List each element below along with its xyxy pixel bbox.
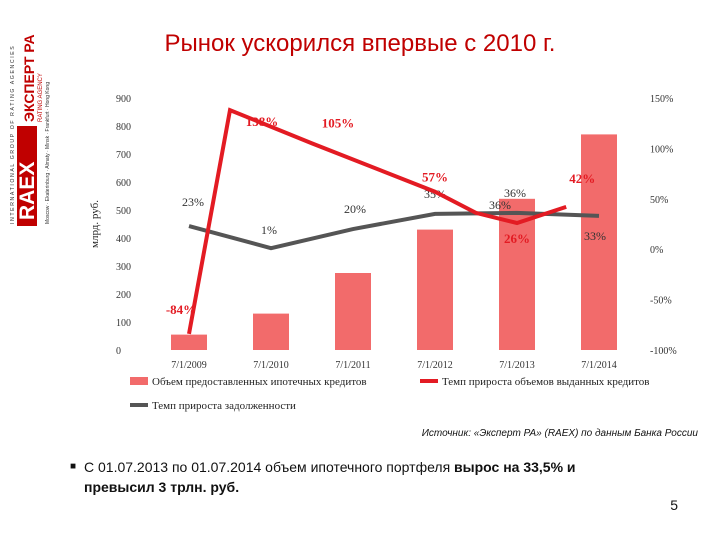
bar	[253, 313, 289, 350]
data-label: 33%	[584, 229, 606, 243]
data-label: 42%	[569, 171, 595, 186]
y-tick-label: 200	[116, 290, 131, 301]
bar	[171, 334, 207, 350]
bar	[335, 273, 371, 350]
y-tick-label: 600	[116, 178, 131, 189]
y-tick-label: 800	[116, 122, 131, 133]
legend-bars-swatch	[130, 377, 148, 385]
y2-tick-label: 150%	[650, 94, 673, 105]
mortgage-chart: 0 100 200 300 400 500 600 700 800 900 -100% -50% 0% 5…	[89, 94, 677, 412]
y-tick-label: 400	[116, 234, 131, 245]
bullet-icon: ■	[70, 461, 77, 472]
svg-text:RAEX: RAEX	[16, 162, 39, 220]
logo-brand: ЭКСПЕРТ РА	[21, 34, 37, 122]
bullet-bold-2: превысил 3 трлн. руб.	[84, 479, 240, 495]
y-tick-label: 100	[116, 318, 131, 329]
series-line-issuance-growth	[187, 107, 567, 335]
y2-tick-label: -100%	[650, 346, 677, 357]
y-tick-label: 300	[116, 262, 131, 273]
bar	[581, 134, 617, 350]
y-tick-label: 900	[116, 94, 131, 105]
x-tick-label: 7/1/2009	[171, 360, 207, 371]
y-axis-label: млрд. руб.	[89, 200, 101, 248]
y2-tick-label: -50%	[650, 296, 672, 307]
x-tick-label: 7/1/2010	[253, 360, 289, 371]
page-number: 5	[670, 497, 678, 513]
raex-logo: INTERNATIONAL GROUP OF RATING AGENCIES R…	[8, 6, 52, 228]
x-tick-label: 7/1/2014	[581, 360, 617, 371]
bullet-point: ■ С 01.07.2013 по 01.07.2014 объем ипоте…	[70, 457, 674, 497]
logo-cities: Moscow · Ekaterinburg · Almaty · Minsk ·…	[45, 82, 51, 224]
legend-gray-line-label: Темп прироста задолженности	[152, 400, 296, 412]
source-note: Источник: «Эксперт РА» (RAEX) по данным …	[421, 428, 698, 439]
data-label: 20%	[344, 202, 366, 216]
y2-tick-label: 50%	[650, 195, 668, 206]
x-tick-label: 7/1/2013	[499, 360, 535, 371]
data-label: -84%	[166, 302, 196, 317]
y-tick-label: 700	[116, 150, 131, 161]
data-label: 36%	[504, 186, 526, 200]
data-label: 57%	[422, 170, 448, 185]
data-label: 36%	[489, 198, 511, 212]
y2-tick-label: 100%	[650, 144, 673, 155]
x-tick-label: 7/1/2011	[335, 360, 370, 371]
data-label: 1%	[261, 223, 277, 237]
series-line-debt-growth	[188, 210, 600, 251]
y-tick-label: 0	[116, 346, 121, 357]
page-title: Рынок ускорился впервые с 2010 г.	[164, 30, 556, 57]
bullet-text: С 01.07.2013 по 01.07.2014 объем ипотечн…	[84, 459, 455, 475]
logo-tagline: INTERNATIONAL GROUP OF RATING AGENCIES	[10, 45, 16, 224]
data-label: 138%	[246, 114, 279, 129]
legend-bars-label: Объем предоставленных ипотечных кредитов	[152, 376, 367, 388]
x-tick-label: 7/1/2012	[417, 360, 453, 371]
bar	[417, 229, 453, 350]
data-label: 23%	[182, 195, 204, 209]
y-tick-label: 500	[116, 206, 131, 217]
bullet-bold-1: вырос на 33,5% и	[454, 459, 576, 475]
y2-tick-label: 0%	[650, 245, 663, 256]
logo-brand-sub: RATING AGENCY	[38, 73, 44, 122]
legend-red-line-label: Темп прироста объемов выданных кредитов	[442, 376, 649, 388]
data-label: 105%	[322, 115, 355, 130]
data-label: 26%	[504, 231, 530, 246]
